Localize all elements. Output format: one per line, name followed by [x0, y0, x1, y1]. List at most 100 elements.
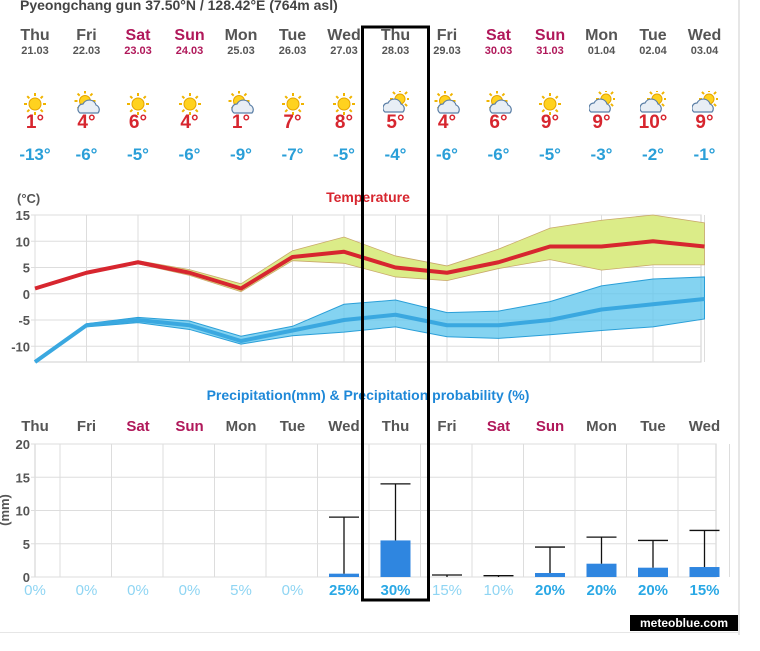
- day-name: Sat: [125, 27, 151, 44]
- precip-bar: [638, 567, 668, 577]
- day-name: Tue: [280, 418, 306, 435]
- day-header: Sun 31.03: [524, 27, 576, 115]
- max-temp: 10°: [638, 112, 668, 133]
- temperature-title: Temperature: [326, 189, 410, 205]
- precip-probability: 20%: [638, 582, 668, 599]
- precipitation-chart: Precipitation(mm) & Precipitation probab…: [0, 387, 730, 599]
- day-name: Tue: [640, 418, 666, 435]
- day-name: Sun: [536, 418, 564, 435]
- y-tick-label: 5: [23, 537, 30, 552]
- y-tick-label: 15: [16, 470, 30, 485]
- y-tick-label: 10: [16, 234, 30, 249]
- day-name: Sat: [126, 418, 149, 435]
- day-date: 01.04: [587, 45, 616, 57]
- y-tick-label: -5: [18, 313, 30, 328]
- cloud-sun-icon: [381, 89, 410, 117]
- sun-cloud-icon: [228, 90, 254, 117]
- day-header: Thu 28.03: [370, 27, 422, 113]
- max-temp: 9°: [540, 112, 560, 133]
- min-temp: -5°: [333, 145, 355, 164]
- max-temp: 9°: [695, 112, 714, 133]
- day-name: Tue: [639, 27, 667, 44]
- day-header: Thu 21.03: [9, 27, 61, 115]
- day-name: Sun: [534, 27, 566, 44]
- sun-cloud-icon: [486, 90, 512, 117]
- max-temp: 4°: [437, 112, 457, 133]
- day-header: Sun 24.03: [164, 27, 216, 115]
- sun-icon: [125, 91, 151, 117]
- precip-probability: 0%: [179, 582, 201, 599]
- min-temp: -2°: [642, 145, 664, 164]
- max-temp: 6°: [128, 112, 148, 133]
- day-name: Wed: [687, 27, 722, 44]
- precip-probability: 30%: [380, 582, 410, 599]
- frame-edge: [0, 632, 740, 633]
- precip-probability: 0%: [127, 582, 149, 599]
- sun-icon: [331, 91, 357, 117]
- sun-cloud-icon: [434, 90, 460, 117]
- min-temp: -13°: [19, 145, 51, 164]
- max-temp: 4°: [180, 112, 199, 133]
- max-temp: 8°: [334, 112, 354, 133]
- day-name: Thu: [21, 418, 49, 435]
- max-temp: 9°: [592, 112, 611, 133]
- y-tick-label: 0: [23, 570, 30, 585]
- day-name: Fri: [436, 27, 458, 44]
- min-temp: -6°: [178, 145, 201, 164]
- frame-edge: [738, 0, 740, 635]
- precip-bar: [535, 573, 565, 577]
- day-date: 25.03: [227, 45, 255, 57]
- min-temp: -6°: [436, 145, 458, 164]
- y-tick-label: -10: [11, 339, 30, 354]
- day-date: 26.03: [278, 45, 307, 57]
- precip-probability: 20%: [535, 582, 565, 599]
- sun-icon: [22, 91, 48, 117]
- day-name: Sat: [486, 27, 511, 44]
- sun-icon: [280, 91, 306, 117]
- precip-probability: 15%: [432, 582, 462, 599]
- day-name: Thu: [380, 27, 411, 44]
- day-header: Fri 29.03: [421, 27, 473, 114]
- precip-probability: 0%: [282, 582, 304, 599]
- day-header: Sat 30.03: [473, 27, 525, 114]
- day-name: Wed: [689, 418, 720, 435]
- day-name: Fri: [77, 418, 96, 435]
- min-temp-range-band: [34, 276, 705, 363]
- y-tick-label: 0: [23, 287, 30, 302]
- min-temp: -5°: [127, 145, 149, 164]
- y-axis-label: (°C): [17, 191, 40, 206]
- y-axis-label: (mm): [0, 494, 12, 526]
- day-date: 23.03: [124, 45, 152, 57]
- day-name: Fri: [437, 418, 456, 435]
- precip-bar: [380, 540, 411, 577]
- temperature-chart: 15 10 5 0 -5 -10 (°C) Temperature: [11, 189, 705, 364]
- sun-cloud-icon: [74, 90, 100, 117]
- day-name: Sat: [487, 418, 510, 435]
- day-name: Mon: [585, 27, 618, 44]
- max-temp-line: [34, 239, 705, 291]
- precip-probability: 10%: [483, 582, 513, 599]
- day-header: Tue 26.03: [267, 27, 319, 115]
- day-name: Thu: [382, 418, 410, 435]
- day-name: Sun: [175, 418, 203, 435]
- precip-bar: [329, 573, 359, 577]
- day-name: Thu: [20, 27, 50, 44]
- precip-probability: 25%: [329, 582, 359, 599]
- day-date: 21.03: [21, 45, 49, 57]
- day-date: 27.03: [330, 45, 358, 57]
- day-header: Wed 03.04: [679, 27, 731, 113]
- min-temp: -4°: [384, 145, 407, 164]
- day-date: 22.03: [72, 45, 101, 57]
- y-tick-label: 15: [16, 208, 30, 223]
- max-temp: 5°: [386, 112, 405, 133]
- day-name: Mon: [586, 418, 617, 435]
- precip-probability: 0%: [24, 582, 46, 599]
- day-name: Sun: [174, 27, 205, 44]
- day-name: Fri: [76, 27, 97, 44]
- selected-day-highlight: [361, 25, 430, 602]
- meteoblue-logo[interactable]: meteoblue.com: [630, 615, 738, 631]
- precip-probability: 20%: [586, 582, 616, 599]
- min-temp: -1°: [693, 145, 716, 164]
- day-name: Mon: [226, 418, 257, 435]
